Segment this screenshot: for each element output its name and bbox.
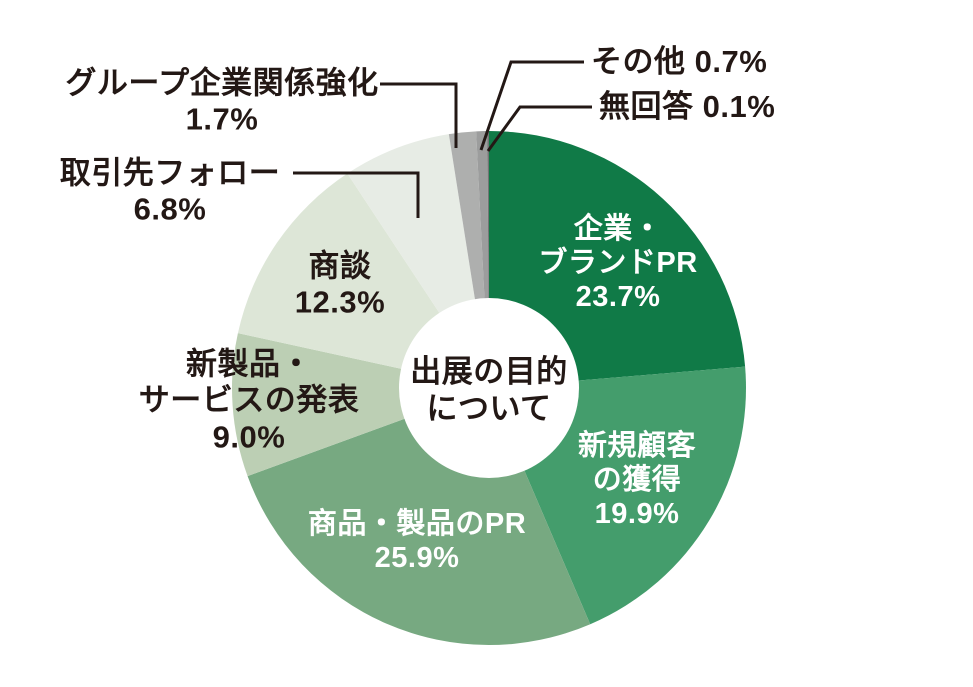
leader-line-segment-6	[293, 171, 420, 218]
donut-hole	[399, 298, 579, 478]
leader-line-segment-8	[479, 60, 584, 151]
pie-segment-1	[489, 131, 746, 388]
leader-line-segment-9	[486, 105, 592, 152]
pie-segment-4	[232, 333, 490, 477]
leader-line-segment-7	[380, 82, 458, 148]
